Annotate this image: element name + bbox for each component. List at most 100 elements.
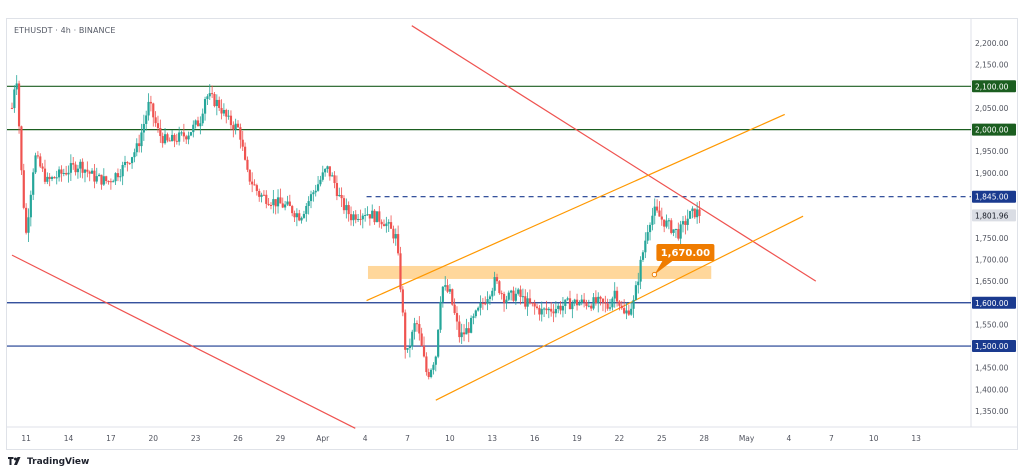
candle-body [32, 172, 35, 195]
candle-body [140, 132, 143, 147]
candle-body [387, 222, 390, 224]
candle-body [590, 305, 593, 309]
candle-body [359, 218, 362, 220]
candle-body [142, 123, 145, 133]
level-tag-support-1600[interactable] [972, 296, 1016, 309]
candle-body [302, 213, 306, 218]
candle-body [100, 174, 103, 185]
channel-upper[interactable] [366, 113, 785, 302]
time-tick-label: 26 [233, 434, 243, 443]
candle-body [272, 199, 275, 206]
last-price-tag[interactable] [972, 209, 1016, 222]
candle-body [597, 296, 600, 304]
candle-body [76, 168, 80, 173]
candle-body [448, 289, 452, 292]
candle-body [502, 293, 506, 303]
candle-body [677, 228, 680, 239]
candle-body [559, 305, 562, 311]
candle-body [401, 289, 404, 313]
candle-body [319, 179, 322, 185]
price-tick-label: 1,450.00 [975, 364, 1009, 373]
zone-callout[interactable] [656, 243, 715, 261]
level-tag-resistance-2000[interactable] [972, 123, 1016, 136]
time-tick-label: 28 [699, 434, 709, 443]
candle-body [366, 214, 369, 216]
candle-body [321, 172, 324, 180]
candle-body [255, 185, 258, 191]
candle-body [229, 115, 233, 126]
price-chart[interactable]: 1,350.00 1,400.00 1,450.00 1,550.00 1,650.00… [7, 19, 1017, 449]
candle-body [592, 297, 595, 309]
time-tick-label: Apr [316, 434, 330, 443]
candle-body [446, 285, 449, 292]
time-tick-label: 14 [64, 434, 74, 443]
candle-body [545, 308, 548, 311]
candle-body [39, 156, 42, 167]
descending-trendline-lower[interactable] [11, 254, 356, 429]
candle-body [269, 204, 273, 206]
candle-body [199, 123, 202, 127]
candle-body [274, 199, 277, 207]
candle-body [512, 290, 515, 301]
candle-body [232, 125, 235, 130]
candle-body [265, 194, 268, 204]
candle-body [213, 94, 216, 107]
candle-body [41, 166, 44, 169]
candle-body [201, 113, 204, 124]
candle-body [279, 197, 282, 204]
candle-body [185, 136, 188, 140]
candle-body [526, 298, 529, 307]
candle-body [462, 332, 466, 335]
candle-body [583, 299, 586, 303]
candle-body [335, 183, 339, 197]
time-tick-label: 29 [276, 434, 286, 443]
candle-body [246, 159, 249, 170]
chart-pane[interactable]: 1,350.00 1,400.00 1,450.00 1,550.00 1,650.00… [6, 18, 1018, 450]
candle-body [488, 296, 492, 300]
candle-body [67, 172, 70, 175]
candle-body [378, 211, 381, 222]
candle-body [455, 313, 459, 322]
candle-body [286, 201, 289, 205]
candle-body [338, 194, 341, 197]
level-tag-label: 2,000.00 [975, 126, 1009, 135]
candle-body [441, 286, 444, 302]
branding[interactable]: TradingView [8, 455, 89, 469]
descending-trendline-upper[interactable] [411, 25, 817, 282]
level-tag-support-1500[interactable] [972, 340, 1016, 353]
candle-body [15, 83, 18, 90]
candle-body [521, 296, 525, 298]
candle-body [114, 173, 117, 182]
candle-body [575, 299, 579, 306]
candle-body [239, 127, 242, 140]
candle-body [404, 312, 407, 350]
candle-body [528, 298, 532, 303]
time-tick-label: 10 [869, 434, 879, 443]
supply-demand-zone[interactable] [367, 265, 712, 279]
candle-body [331, 175, 334, 177]
candle-body [639, 259, 642, 282]
level-tag-resistance-1845[interactable] [972, 190, 1016, 203]
candle-body [241, 139, 244, 147]
candle-body [170, 134, 174, 142]
price-tick-label: 2,050.00 [975, 104, 1009, 113]
candle-body [632, 299, 635, 309]
candle-body [163, 134, 167, 144]
candle-body [681, 221, 685, 225]
candle-body [634, 285, 638, 300]
candle-body [397, 234, 400, 254]
level-tag-resistance-2100[interactable] [972, 80, 1016, 93]
candle-body [17, 83, 21, 127]
zone-callout-pointer [654, 260, 673, 275]
candle-body [135, 143, 138, 153]
candle-body [326, 166, 329, 169]
candle-body [182, 132, 185, 137]
candle-body [50, 177, 54, 179]
candle-body [83, 169, 87, 173]
candle-body [309, 194, 313, 202]
candle-body [218, 99, 221, 108]
candle-body [187, 135, 190, 140]
candle-body [293, 213, 296, 218]
candle-body [133, 152, 136, 158]
